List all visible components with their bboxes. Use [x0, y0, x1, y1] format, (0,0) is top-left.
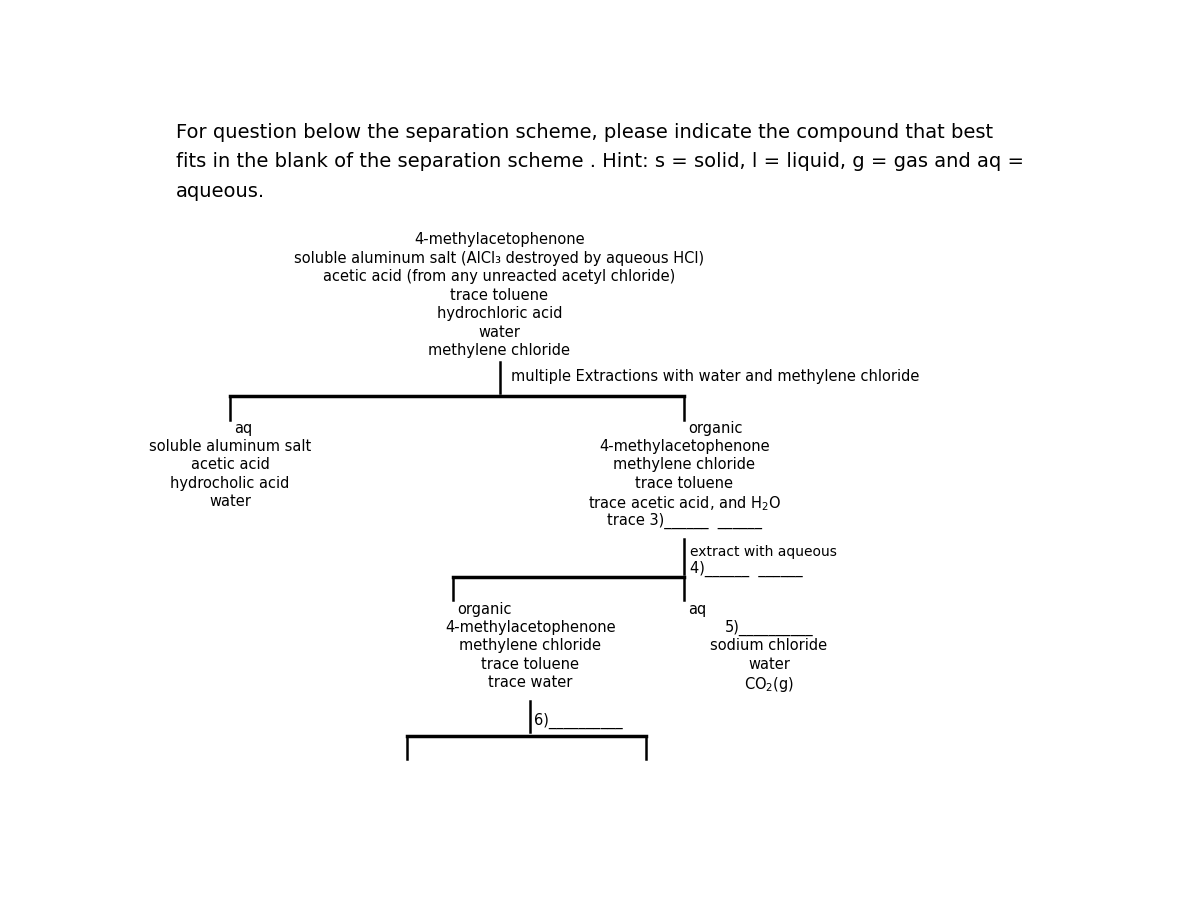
Text: trace toluene: trace toluene [450, 288, 548, 303]
Text: CO$_2$(g): CO$_2$(g) [744, 675, 794, 694]
Text: 4-methylacetophenone: 4-methylacetophenone [445, 620, 616, 634]
Text: soluble aluminum salt: soluble aluminum salt [149, 439, 311, 454]
Text: aqueous.: aqueous. [176, 182, 265, 200]
Text: methylene chloride: methylene chloride [460, 638, 601, 653]
Text: 5)__________: 5)__________ [725, 620, 814, 636]
Text: hydrocholic acid: hydrocholic acid [170, 476, 289, 490]
Text: aq: aq [688, 602, 707, 617]
Text: trace acetic acid, and H$_2$O: trace acetic acid, and H$_2$O [588, 494, 781, 513]
Text: fits in the blank of the separation scheme . Hint: s = solid, l = liquid, g = ga: fits in the blank of the separation sche… [176, 152, 1024, 171]
Text: water: water [479, 325, 521, 339]
Text: trace water: trace water [488, 675, 572, 690]
Text: acetic acid (from any unreacted acetyl chloride): acetic acid (from any unreacted acetyl c… [323, 269, 676, 284]
Text: 4)______  ______: 4)______ ______ [690, 561, 803, 577]
Text: methylene chloride: methylene chloride [613, 457, 755, 472]
Text: organic: organic [688, 421, 743, 436]
Text: trace toluene: trace toluene [635, 476, 733, 490]
Text: trace toluene: trace toluene [481, 657, 580, 672]
Text: soluble aluminum salt (AlCl₃ destroyed by aqueous HCl): soluble aluminum salt (AlCl₃ destroyed b… [294, 251, 704, 266]
Text: water: water [209, 494, 251, 510]
Text: 4-methylacetophenone: 4-methylacetophenone [414, 232, 584, 248]
Text: 6)__________: 6)__________ [534, 713, 623, 729]
Text: multiple Extractions with water and methylene chloride: multiple Extractions with water and meth… [511, 369, 919, 384]
Text: 4-methylacetophenone: 4-methylacetophenone [599, 439, 769, 454]
Text: For question below the separation scheme, please indicate the compound that best: For question below the separation scheme… [176, 123, 994, 142]
Text: organic: organic [457, 602, 511, 617]
Text: water: water [748, 657, 790, 672]
Text: sodium chloride: sodium chloride [710, 638, 828, 653]
Text: trace 3)______  ______: trace 3)______ ______ [607, 512, 762, 529]
Text: aq: aq [234, 421, 252, 436]
Text: acetic acid: acetic acid [191, 457, 270, 472]
Text: methylene chloride: methylene chloride [428, 343, 570, 359]
Text: extract with aqueous: extract with aqueous [690, 545, 838, 559]
Text: hydrochloric acid: hydrochloric acid [437, 307, 563, 321]
